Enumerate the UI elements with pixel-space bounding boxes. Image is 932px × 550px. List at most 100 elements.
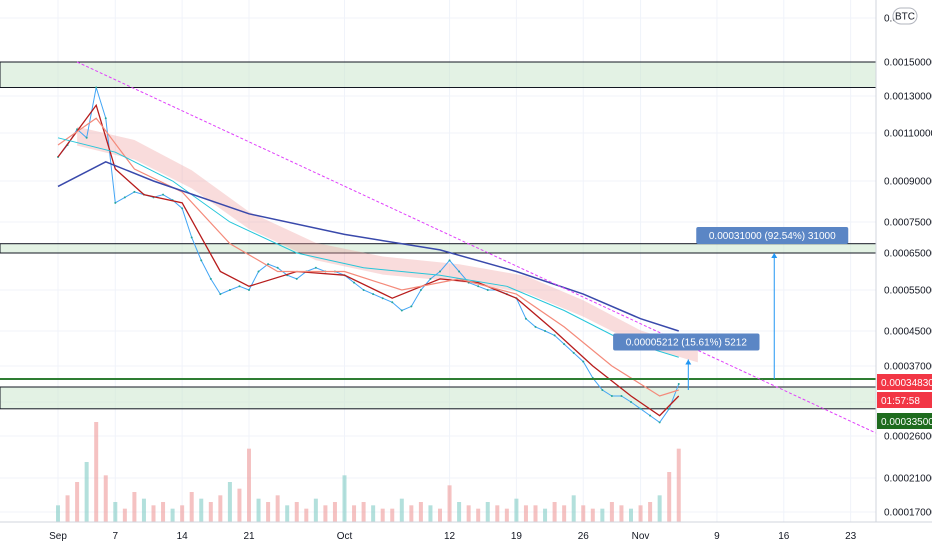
volume-bar: [132, 492, 137, 522]
volume-bar: [638, 505, 643, 522]
volume-bar: [495, 505, 500, 522]
volume-bar: [629, 508, 633, 522]
volume-bar: [466, 505, 471, 522]
volume-bar: [103, 475, 108, 522]
volume-bar: [581, 505, 586, 522]
volume-bar: [304, 508, 309, 522]
time-tick-label: 7: [113, 531, 119, 542]
volume-bar: [313, 498, 318, 522]
volume-bar: [65, 495, 70, 522]
price-tag: [877, 374, 932, 390]
price-point: [181, 207, 184, 210]
volume-bar: [676, 448, 681, 522]
price-tick-label: 0.00075000: [884, 218, 932, 229]
price-point: [668, 407, 671, 410]
support-resistance-zone[interactable]: [0, 243, 877, 254]
price-point: [209, 277, 212, 280]
currency-badge[interactable]: [892, 7, 918, 25]
price-point: [276, 266, 279, 269]
measure-label: 0.00005212 (15.61%) 5212: [626, 337, 748, 348]
price-point: [601, 389, 604, 391]
time-tick-label: 14: [177, 531, 189, 542]
volume-bar: [399, 498, 404, 522]
price-point: [267, 263, 270, 266]
volume-bar: [552, 502, 557, 522]
volume-bar: [285, 505, 290, 522]
price-point: [257, 270, 260, 273]
volume-bar: [141, 498, 146, 522]
price-point: [458, 270, 461, 273]
volume-bar: [94, 422, 99, 522]
volume-bar: [294, 502, 299, 522]
volume-bar: [619, 505, 624, 522]
price-point: [104, 117, 107, 120]
volume-bar: [199, 498, 204, 522]
volume-bar: [485, 502, 490, 522]
volume-bar: [189, 492, 194, 522]
price-point: [582, 360, 585, 363]
price-point: [439, 270, 441, 273]
time-tick-label: 19: [511, 531, 523, 542]
volume-bar: [600, 508, 605, 522]
volume-bar: [418, 502, 423, 522]
trendline[interactable]: [76, 61, 932, 461]
price-point: [639, 407, 642, 410]
time-tick-label: 16: [778, 531, 790, 542]
volume-bar: [275, 495, 280, 522]
price-point: [162, 193, 165, 196]
volume-bar: [523, 505, 528, 522]
price-point: [114, 201, 117, 204]
price-point: [400, 309, 403, 312]
price-point: [190, 236, 193, 239]
price-point: [534, 325, 537, 328]
price-point: [524, 317, 527, 320]
support-resistance-zone[interactable]: [0, 61, 877, 88]
price-tick-label: 0.00150000: [884, 58, 932, 69]
price-point: [372, 293, 375, 296]
volume-bar: [390, 508, 395, 522]
volume-bar: [667, 472, 672, 522]
time-tick-label: Nov: [632, 531, 650, 542]
volume-bar: [247, 448, 251, 522]
volume-bar: [371, 505, 376, 522]
time-tick-label: 23: [845, 531, 857, 542]
price-axis[interactable]: [876, 0, 932, 550]
price-point: [553, 334, 556, 337]
measure-label-box: [613, 333, 760, 351]
measure-arrow-head: [771, 253, 778, 258]
volume-bar: [180, 505, 185, 522]
price-tick-label: 0.0: [884, 14, 898, 25]
volume-bar: [657, 495, 662, 522]
price-point: [123, 196, 126, 199]
price-point: [419, 289, 422, 291]
time-tick-label: 26: [578, 531, 590, 542]
price-tick-label: 0.00110000: [884, 129, 932, 140]
volume-bar: [161, 502, 166, 522]
price-point: [228, 289, 231, 291]
volume-bar: [151, 505, 156, 522]
volume-bar: [571, 495, 576, 522]
volume-bar: [543, 508, 548, 522]
time-tick-label: 12: [444, 531, 456, 542]
price-point: [85, 136, 88, 139]
volume-bar: [227, 482, 232, 522]
price-point: [544, 330, 547, 332]
volume-bar: [208, 502, 213, 522]
time-tick-label: Sep: [49, 531, 67, 542]
measure-arrow-head: [685, 359, 692, 365]
volume-bar: [438, 508, 442, 522]
volume-bar: [648, 502, 653, 522]
series-line-close: [57, 87, 680, 424]
price-point: [410, 305, 413, 308]
volume-bar: [122, 508, 127, 522]
price-tick-label: 0.00065000: [884, 249, 932, 260]
price-tick-label: 0.00090000: [884, 177, 932, 188]
price-tick-label: 0.00130000: [884, 92, 932, 103]
price-point: [620, 395, 623, 397]
price-tick-label: 0.00045000: [884, 327, 932, 338]
volume-bar: [84, 462, 89, 522]
volume-bar: [170, 508, 175, 522]
support-resistance-zone[interactable]: [0, 386, 877, 410]
price-point: [429, 277, 432, 280]
